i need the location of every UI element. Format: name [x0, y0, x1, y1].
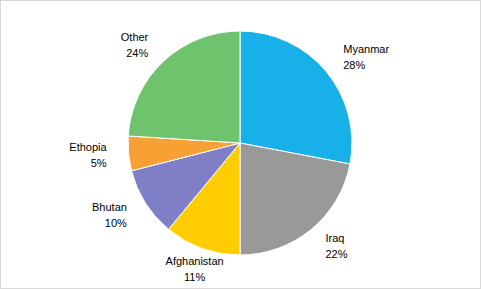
data-label: 28%	[343, 59, 365, 71]
pie	[128, 31, 352, 255]
slice-label: Bhutan	[92, 201, 127, 213]
data-label: 5%	[91, 157, 107, 169]
labels: Myanmar 28% Iraq 22% Afghanistan 11% Bhutan 10%…	[69, 31, 389, 283]
chart: Myanmar 28% Iraq 22% Afghanistan 11% Bhutan 10%…	[0, 0, 481, 289]
data-label: 10%	[105, 217, 127, 229]
slice	[240, 31, 352, 164]
slice-label: Other	[121, 31, 149, 43]
data-label: 11%	[184, 271, 205, 283]
data-label: 24%	[126, 47, 148, 59]
slice-label: Iraq	[325, 232, 344, 244]
frame	[1, 1, 481, 289]
slice-label: Ethopia	[69, 141, 107, 153]
slice	[240, 143, 350, 255]
slice-label: Afghanistan	[166, 255, 224, 267]
slice-label: Myanmar	[343, 43, 389, 55]
data-label: 22%	[325, 248, 347, 260]
